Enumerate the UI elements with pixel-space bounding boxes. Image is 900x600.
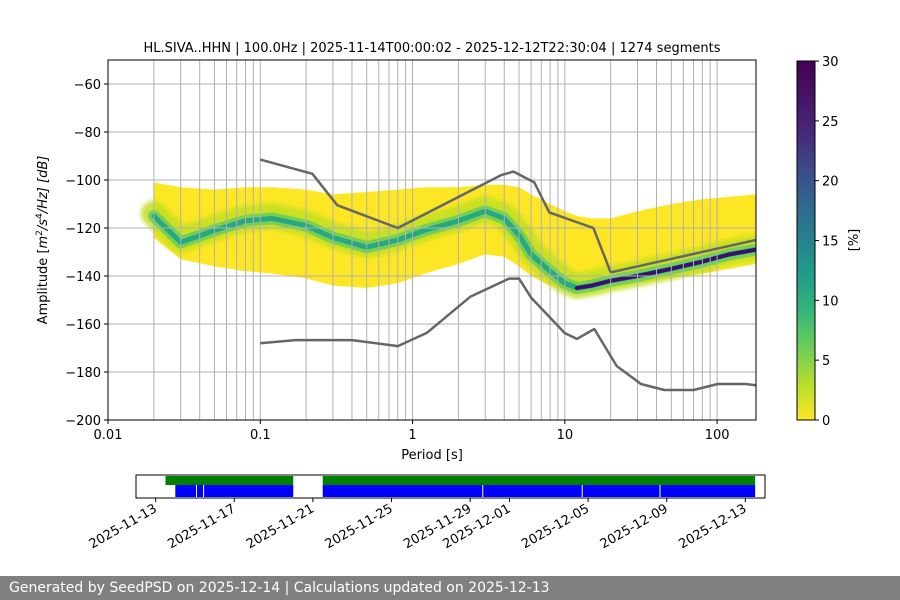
segments-used-bar (175, 485, 294, 497)
timeline-tick-label: 2025-11-25 (323, 501, 396, 552)
x-tick-label: 100 (705, 428, 730, 443)
timeline-tick-label: 2025-12-05 (519, 501, 592, 552)
nhnm-long-period-curve (610, 238, 756, 274)
plot-grid (108, 60, 756, 420)
data-available-bar (165, 476, 294, 485)
nhnm-curve (259, 158, 612, 273)
data-available-bar (322, 476, 756, 485)
timeline-tick-label: 2025-12-09 (598, 501, 671, 552)
y-tick-label: −120 (65, 222, 101, 237)
reference-noise-models (259, 158, 756, 392)
colorbar-tick-label: 15 (822, 235, 839, 250)
y-axis-ticks: −200 −180 −160 −140 −120 −100 −80 −60 (65, 78, 108, 429)
colorbar-tick-label: 0 (822, 414, 830, 429)
nlnm-curve (260, 277, 756, 392)
availability-timeline: 2025-11-13 2025-11-17 2025-11-21 2025-11-25… (87, 474, 766, 552)
timeline-tick-label: 2025-12-13 (676, 501, 749, 552)
x-tick-label: 0.1 (250, 428, 271, 443)
x-tick-label: 1 (408, 428, 416, 443)
timeline-frame (135, 474, 766, 499)
y-tick-label: −200 (65, 414, 101, 429)
colorbar-tick-label: 30 (822, 55, 839, 70)
colorbar-label: [%] (847, 229, 862, 252)
segments-used-bar (322, 485, 756, 497)
footer-text: Generated by SeedPSD on 2025-12-14 | Cal… (9, 580, 550, 596)
x-tick-label: 10 (557, 428, 574, 443)
y-tick-label: −140 (65, 270, 101, 285)
colorbar-tick-label: 10 (822, 294, 839, 309)
x-tick-label: 0.01 (94, 428, 123, 443)
y-tick-label: −100 (65, 174, 101, 189)
psd-plot: 0.01 0.1 1 10 100 −200 −180 −160 −140 −120 −100 −8… (35, 59, 757, 463)
chart-title: HL.SIVA..HHN | 100.0Hz | 2025-11-14T00:0… (144, 41, 721, 56)
colorbar-tick-label: 20 (822, 175, 839, 190)
colorbar-tick-label: 5 (822, 354, 830, 369)
timeline-bars (165, 476, 756, 497)
footer-banner: Generated by SeedPSD on 2025-12-14 | Cal… (0, 576, 900, 600)
timeline-tick-label: 2025-11-17 (165, 501, 238, 552)
x-axis-label: Period [s] (401, 448, 463, 463)
y-axis-label: Amplitude [m2/s4/Hz] [dB] (35, 156, 51, 325)
y-tick-label: −80 (74, 126, 101, 141)
x-axis-ticks: 0.01 0.1 1 10 100 (94, 420, 730, 443)
timeline-tick-label: 2025-11-21 (244, 501, 317, 552)
y-tick-label: −60 (74, 78, 101, 93)
y-tick-label: −180 (65, 366, 101, 381)
y-tick-label: −160 (65, 318, 101, 333)
colorbar-gradient (796, 60, 816, 421)
colorbar-tick-label: 25 (822, 115, 839, 130)
plot-frame (107, 59, 757, 421)
density-peak-ridge (574, 247, 756, 290)
colorbar-ticks: 0 5 10 15 20 25 30 (815, 55, 839, 429)
timeline-ticks: 2025-11-13 2025-11-17 2025-11-21 2025-11-25… (87, 498, 749, 552)
colorbar: 0 5 10 15 20 25 30 [%] (796, 55, 862, 429)
timeline-tick-label: 2025-11-13 (87, 501, 160, 552)
